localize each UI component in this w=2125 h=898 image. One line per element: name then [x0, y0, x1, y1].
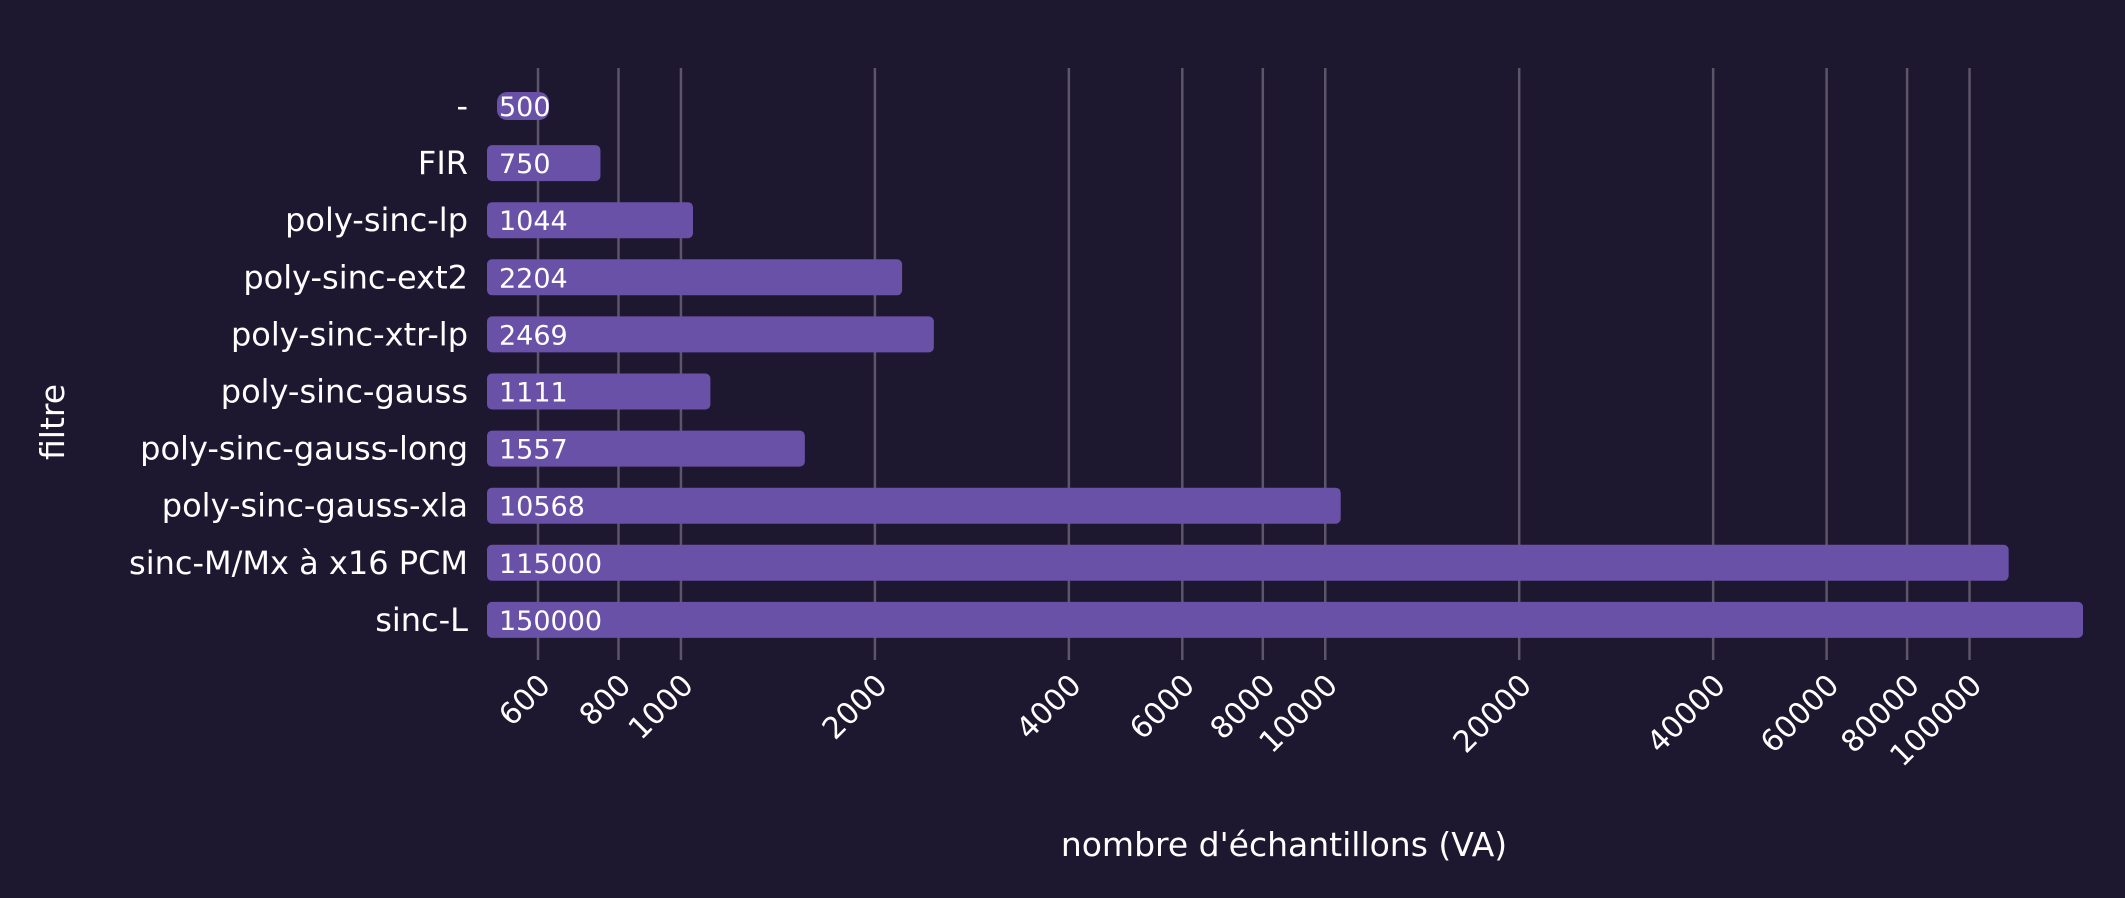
bar-value-label: 10568	[499, 492, 585, 523]
bar-value-label: 1557	[499, 435, 568, 466]
bar-value-label: 115000	[499, 549, 602, 580]
category-labels: - FIR poly-sinc-lp poly-sinc-ext2 poly-sinc-…	[129, 87, 468, 639]
category-label: sinc-M/Mx à x16 PCM	[129, 544, 468, 582]
bar	[487, 316, 934, 353]
category-label: poly-sinc-lp	[285, 201, 468, 239]
category-label: FIR	[418, 144, 468, 182]
category-label: poly-sinc-ext2	[243, 258, 468, 296]
bar	[487, 601, 2083, 638]
bar	[487, 430, 805, 467]
bar-value-label: 500	[499, 92, 551, 123]
category-label: -	[456, 87, 468, 125]
category-label: poly-sinc-gauss	[221, 373, 468, 411]
bar-value-label: 1044	[499, 206, 568, 237]
y-axis-title: filtre	[33, 384, 72, 460]
bar-value-label: 2469	[499, 320, 568, 351]
bar	[487, 373, 711, 410]
category-label: sinc-L	[375, 601, 468, 639]
bar-value-label: 150000	[499, 606, 602, 637]
bar	[487, 487, 1341, 524]
category-label: poly-sinc-gauss-xla	[162, 487, 468, 525]
bar-value-label: 2204	[499, 263, 568, 294]
value-labels: 500 750 1044 2204 2469 1111 1557 10568 115000 150…	[499, 92, 602, 637]
bar-value-label: 750	[499, 149, 551, 180]
category-label: poly-sinc-gauss-long	[140, 430, 468, 468]
bar	[487, 145, 601, 182]
bar	[487, 544, 2009, 581]
bars	[487, 92, 2083, 638]
x-axis-title: nombre d'échantillons (VA)	[1061, 825, 1507, 864]
bar	[497, 92, 549, 120]
bar	[487, 202, 694, 239]
bar-value-label: 1111	[499, 378, 568, 409]
category-label: poly-sinc-xtr-lp	[231, 315, 468, 353]
bar	[487, 259, 903, 296]
